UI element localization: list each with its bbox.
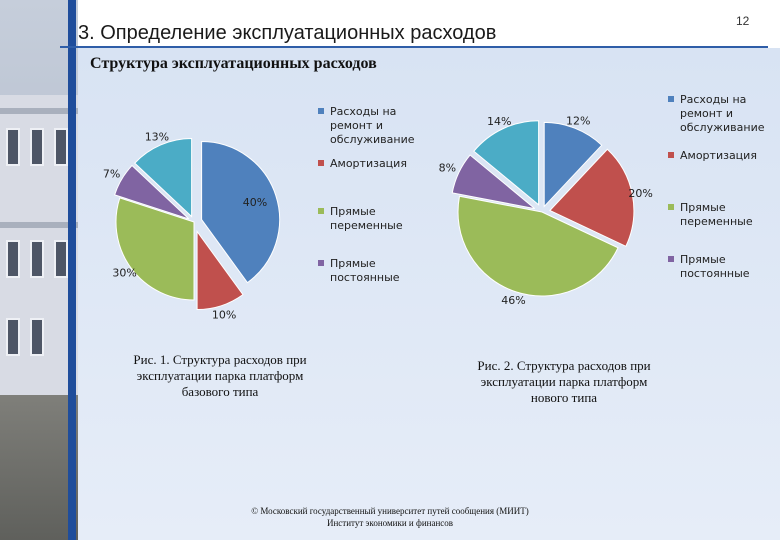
legend-swatch: [668, 96, 674, 102]
legend-swatch: [318, 208, 324, 214]
slice-label: 14%: [487, 115, 511, 128]
legend-swatch: [318, 108, 324, 114]
slide-number: 12: [736, 14, 750, 28]
page-title: 3. Определение эксплуатационных расходов: [78, 22, 497, 44]
legend-label: ремонт и: [330, 119, 383, 132]
legend-label: Амортизация: [680, 149, 757, 162]
pie-slice: [543, 121, 603, 208]
legend-swatch: [668, 204, 674, 210]
legend-label: Прямые: [330, 257, 376, 270]
slice-label: 10%: [212, 309, 236, 322]
building-window: [54, 128, 68, 166]
building-photo: [0, 0, 78, 540]
legend-label: постоянные: [330, 271, 400, 284]
slice-label: 46%: [501, 294, 525, 307]
legend-label: Прямые: [330, 205, 376, 218]
slice-label: 12%: [566, 115, 590, 128]
footer-copyright: © Московский государственный университет…: [251, 506, 529, 516]
figure-caption-1: Рис. 1. Структура расходов при эксплуата…: [133, 352, 307, 399]
legend-swatch: [668, 152, 674, 158]
legend-swatch: [318, 160, 324, 166]
building-window: [54, 240, 68, 278]
pie-slice: [114, 164, 190, 220]
legend-label: Расходы на: [680, 93, 746, 106]
legend-label: переменные: [330, 219, 403, 232]
accent-bar: [68, 0, 76, 540]
building-cornice: [0, 108, 78, 114]
legend-label: Прямые: [680, 253, 726, 266]
pie-slice: [115, 197, 195, 301]
building-window: [30, 128, 44, 166]
title-underline: [60, 46, 768, 48]
building-window: [6, 318, 20, 356]
pie-slice: [457, 195, 619, 297]
pie-slice: [549, 148, 635, 247]
pie-slice: [196, 229, 244, 311]
section-heading: Структура эксплуатационных расходов: [90, 55, 377, 72]
legend-label: постоянные: [680, 267, 750, 280]
street-ground: [0, 395, 78, 540]
pie-slice: [473, 120, 540, 206]
pie-slice: [201, 141, 281, 284]
pie-slice: [451, 154, 536, 210]
slice-label: 20%: [628, 187, 652, 200]
building-window: [6, 128, 20, 166]
legend-label: Амортизация: [330, 157, 407, 170]
legend-label: обслуживание: [330, 133, 415, 146]
pie-slice: [134, 137, 193, 218]
legend-label: переменные: [680, 215, 753, 228]
legend-swatch: [668, 256, 674, 262]
legend-label: ремонт и: [680, 107, 733, 120]
slice-label: 8%: [439, 161, 456, 174]
building-cornice: [0, 222, 78, 228]
legend-label: обслуживание: [680, 121, 765, 134]
slice-label: 40%: [243, 196, 267, 209]
figure-caption-2: Рис. 2. Структура расходов при эксплуата…: [477, 358, 651, 405]
content-panel: [78, 48, 780, 540]
footer-institute: Институт экономики и финансов: [326, 518, 454, 528]
slice-label: 13%: [145, 130, 169, 143]
slice-label: 7%: [103, 167, 120, 180]
legend-swatch: [318, 260, 324, 266]
slice-label: 30%: [112, 266, 136, 279]
building-window: [30, 318, 44, 356]
footer: © Московский государственный университет…: [210, 505, 570, 529]
legend-label: Прямые: [680, 201, 726, 214]
building-window: [6, 240, 20, 278]
legend-label: Расходы на: [330, 105, 396, 118]
building-window: [30, 240, 44, 278]
